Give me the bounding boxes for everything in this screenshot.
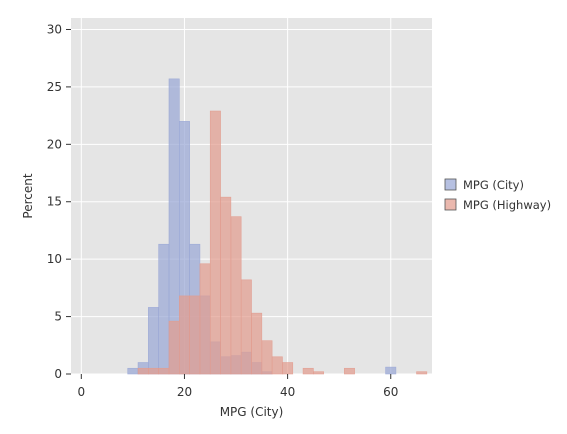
histogram-bar — [271, 356, 283, 375]
y-tick-label: 5 — [54, 310, 62, 324]
axes: 0 20 40 60 0 5 10 15 20 25 30 — [47, 22, 399, 399]
histogram-bar — [148, 367, 159, 375]
histogram-bar — [209, 110, 221, 375]
legend-label: MPG (City) — [463, 178, 524, 192]
histogram-bar — [416, 371, 428, 375]
y-tick-label: 25 — [47, 80, 62, 94]
y-axis-title: Percent — [21, 173, 35, 218]
histogram-bar — [251, 312, 263, 375]
x-axis-title: MPG (City) — [220, 405, 284, 419]
series-highway — [137, 110, 428, 375]
histogram-bar — [189, 295, 201, 375]
legend-label: MPG (Highway) — [463, 198, 551, 212]
histogram-bar — [385, 366, 397, 375]
histogram-bar — [137, 367, 149, 375]
histogram-bar — [261, 340, 273, 375]
x-tick-label: 0 — [77, 385, 85, 399]
y-tick-label: 15 — [47, 195, 62, 209]
histogram-bar — [179, 295, 190, 375]
histogram-bar — [344, 367, 355, 375]
histogram-bar — [240, 279, 252, 375]
histogram-bar — [282, 362, 294, 375]
legend: MPG (City) MPG (Highway) — [444, 178, 551, 212]
histogram-bar — [148, 307, 159, 375]
legend-swatch — [444, 198, 457, 211]
histogram-bar — [199, 263, 211, 375]
histogram-bar — [302, 367, 314, 375]
histogram-bar — [313, 371, 324, 375]
histogram-bar — [158, 243, 170, 375]
y-tick-label: 20 — [47, 137, 62, 151]
x-tick-label: 40 — [280, 385, 295, 399]
y-tick-label: 30 — [47, 22, 62, 36]
histogram-bar — [168, 320, 180, 375]
histogram-bar — [230, 216, 242, 375]
x-tick-label: 20 — [177, 385, 192, 399]
histogram-bar — [220, 196, 232, 375]
y-tick-label: 0 — [54, 367, 62, 381]
histogram-bar — [158, 367, 170, 375]
legend-swatch — [444, 178, 457, 191]
y-tick-label: 10 — [47, 252, 62, 266]
x-tick-label: 60 — [383, 385, 398, 399]
histogram-bar — [127, 367, 139, 375]
histogram-bars — [127, 78, 428, 375]
